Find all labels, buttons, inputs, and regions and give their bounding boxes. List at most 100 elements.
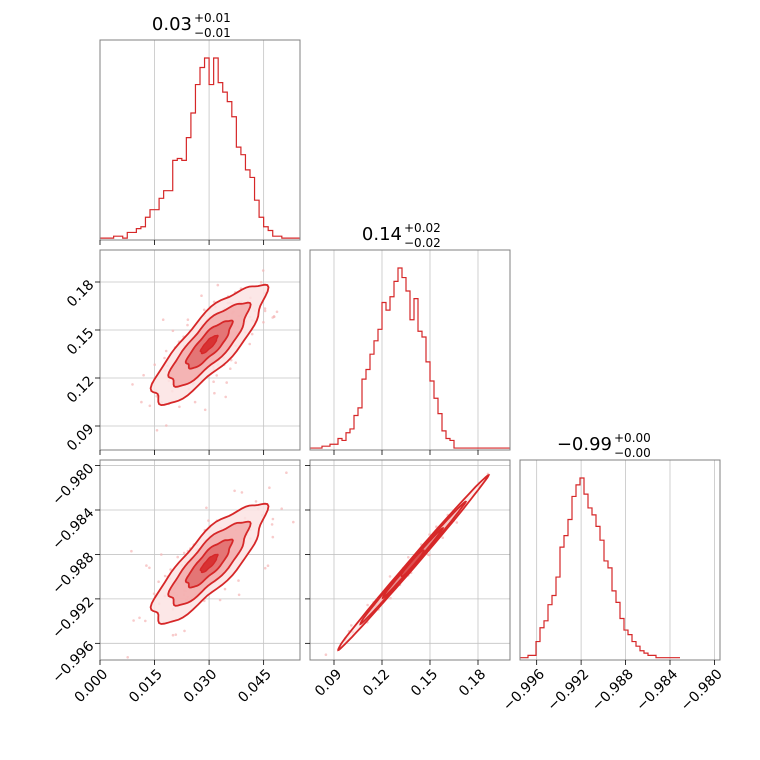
x-tick-label: 0.09 — [312, 666, 345, 699]
title-lower-error: −0.00 — [614, 446, 651, 460]
histogram-step — [310, 267, 510, 449]
param-title-1: 0.14 +0.02−0.02 — [362, 221, 441, 250]
y-tick-label: −0.992 — [49, 594, 97, 642]
scatter-point — [193, 400, 197, 404]
histogram-step — [520, 477, 680, 659]
scatter-point — [271, 517, 275, 521]
scatter-point — [163, 574, 167, 578]
scatter-point — [455, 521, 459, 524]
scatter-point — [178, 405, 181, 409]
title-value: −0.99 — [557, 434, 612, 455]
scatter-point — [182, 551, 186, 555]
scatter-point — [169, 568, 172, 571]
scatter-point — [183, 629, 186, 633]
scatter-point — [428, 533, 431, 536]
scatter-point — [270, 523, 274, 526]
x-tick-label: 0.045 — [235, 666, 275, 706]
scatter-point — [140, 400, 143, 404]
scatter-point — [263, 566, 267, 570]
scatter-point — [259, 280, 263, 284]
pair-panel-1-2: 0.09 0.12 0.15 0.18 — [305, 459, 511, 700]
scatter-point — [268, 486, 271, 490]
scatter-point — [171, 633, 175, 637]
scatter-point — [216, 283, 220, 287]
scatter-point — [262, 321, 265, 324]
title-upper-error: +0.01 — [194, 11, 231, 25]
scatter-point — [165, 424, 168, 427]
scatter-point — [225, 381, 228, 384]
title-lower-error: −0.01 — [194, 26, 231, 40]
param-title-0: 0.03 +0.01−0.01 — [152, 11, 231, 40]
panel-frame — [99, 249, 301, 451]
scatter-point — [272, 315, 276, 318]
scatter-point — [148, 566, 151, 570]
scatter-point — [435, 525, 438, 528]
scatter-point — [266, 564, 270, 567]
x-tick-label: −0.980 — [678, 666, 726, 714]
density-contour-3 — [400, 549, 425, 578]
scatter-point — [142, 373, 145, 377]
scatter-point — [160, 553, 163, 556]
scatter-point — [263, 309, 267, 313]
panel-frame — [519, 459, 721, 661]
scatter-point — [157, 580, 160, 583]
x-tick-label: −0.984 — [633, 666, 681, 714]
scatter-point — [155, 429, 159, 432]
histogram-panel-0: 0.03 +0.01−0.01 — [99, 11, 301, 245]
scatter-point — [152, 592, 156, 595]
pair-panel-0-1: 0.09 0.12 0.15 0.18 — [64, 249, 301, 455]
scatter-point — [237, 593, 241, 597]
x-tick-label: 0.015 — [126, 666, 166, 706]
scatter-point — [144, 619, 147, 623]
scatter-point — [126, 656, 129, 659]
y-tick-label: −0.980 — [49, 461, 97, 509]
x-tick-label: 0.12 — [360, 666, 393, 699]
scatter-point — [203, 408, 207, 412]
scatter-point — [275, 310, 279, 314]
scatter-point — [366, 603, 369, 607]
x-tick-label: −0.996 — [500, 666, 548, 714]
x-tick-label: 0.030 — [181, 666, 221, 706]
density-contour-3 — [199, 334, 219, 355]
scatter-point — [224, 395, 227, 399]
scatter-point — [213, 391, 216, 395]
scatter-point — [229, 367, 232, 371]
panel-frame — [309, 249, 511, 451]
scatter-point — [164, 349, 168, 353]
scatter-point — [261, 269, 265, 272]
scatter-point — [280, 507, 284, 511]
scatter-point — [200, 294, 203, 298]
scatter-point — [324, 653, 328, 656]
scatter-point — [186, 323, 189, 327]
x-tick-label: 0.18 — [456, 666, 489, 699]
pair-panel-0-2: 0.000 0.015 0.030 0.045−0.996−0.992−0.988−0… — [49, 459, 301, 706]
scatter-point — [176, 555, 179, 559]
y-tick-label: 0.09 — [64, 421, 97, 454]
scatter-point — [218, 598, 222, 602]
scatter-point — [234, 361, 237, 365]
scatter-point — [148, 404, 152, 408]
scatter-point — [205, 506, 208, 510]
scatter-point — [237, 579, 240, 582]
panel-frame — [99, 459, 301, 661]
scatter-point — [163, 356, 166, 360]
scatter-point — [131, 383, 134, 386]
scatter-point — [153, 363, 156, 367]
title-upper-error: +0.02 — [404, 221, 441, 235]
x-tick-label: −0.992 — [544, 666, 592, 714]
scatter-point — [215, 374, 218, 377]
scatter-point — [292, 520, 295, 524]
histogram-panel-1: 0.14 +0.02−0.02 — [309, 221, 511, 455]
scatter-point — [207, 519, 210, 522]
scatter-point — [388, 575, 392, 578]
scatter-point — [223, 587, 227, 591]
param-title-2: −0.99 +0.00−0.00 — [557, 431, 651, 460]
scatter-point — [250, 332, 254, 336]
panel-frame — [309, 459, 511, 661]
x-tick-label: 0.15 — [408, 666, 441, 699]
y-tick-label: 0.18 — [64, 277, 97, 310]
scatter-point — [174, 633, 178, 636]
scatter-point — [389, 596, 392, 600]
y-tick-label: −0.984 — [49, 505, 97, 553]
scatter-point — [161, 318, 165, 322]
